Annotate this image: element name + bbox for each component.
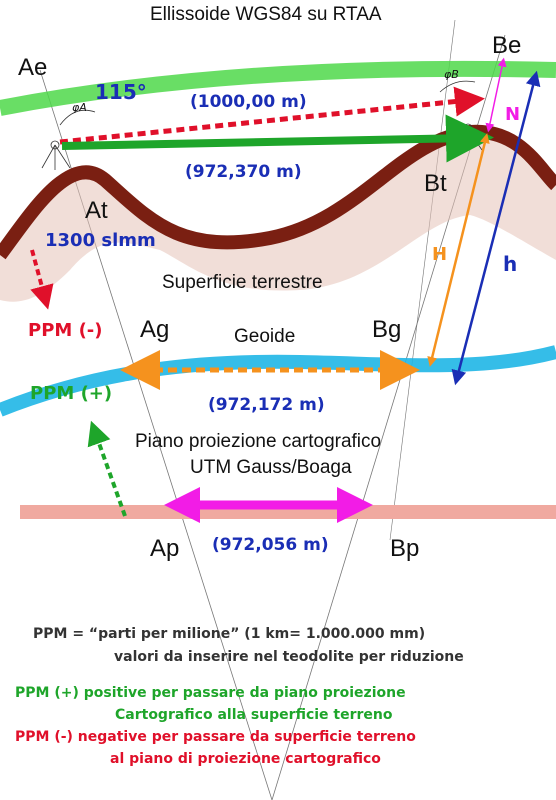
label-at: At <box>85 197 108 224</box>
guide-line-vertical <box>389 19 456 541</box>
label-bp: Bp <box>390 535 420 562</box>
plane-label-line2: UTM Gauss/Boaga <box>190 457 352 478</box>
ppm-plus-note-line1: PPM (+) positive per passare da piano pr… <box>15 685 406 701</box>
ppm-minus-note-line1: PPM (-) negative per passare da superfic… <box>15 729 416 745</box>
diagram-title: Ellissoide WGS84 su RTAA <box>150 4 382 25</box>
plane-label-line1: Piano proiezione cartografico <box>135 431 382 452</box>
tripod-icon <box>41 140 71 170</box>
label-bt: Bt <box>424 170 447 197</box>
plane-distance: (972,056 m) <box>212 535 329 555</box>
angle-label: 115° <box>95 80 147 104</box>
geoid-distance: (972,172 m) <box>208 395 325 415</box>
surface-label: Superficie terrestre <box>162 272 323 293</box>
ppm-plus-label: PPM (+) <box>30 383 113 404</box>
angle-arc-a <box>59 109 96 126</box>
ellipsoid-distance: (1000,00 m) <box>190 92 307 112</box>
ppm-minus-arrow <box>30 249 54 310</box>
ppm-minus-label: PPM (-) <box>28 320 103 341</box>
angle-arc-b <box>439 80 476 93</box>
ppm-plus-arrow <box>87 420 127 517</box>
label-ap: Ap <box>150 535 180 562</box>
label-h-orthometric: H <box>432 244 448 265</box>
ppm-plus-note-line2: Cartografico alla superficie terreno <box>115 707 393 723</box>
ellipsoid-band <box>0 60 556 116</box>
geoid-label: Geoide <box>234 326 296 347</box>
h-ellipsoidal-arrow <box>451 70 541 386</box>
phi-b-label: φB <box>444 68 459 81</box>
terrain-shade <box>0 131 556 302</box>
ellipsoid-distance-arrow <box>59 86 485 145</box>
terrain-distance-arrow <box>61 114 494 163</box>
ppm-definition-line1: PPM = “parti per milione” (1 km= 1.000.0… <box>33 626 426 642</box>
terrain-distance: (972,370 m) <box>185 162 302 182</box>
ppm-definition-line2: valori da inserire nel teodolite per rid… <box>114 649 464 665</box>
phi-a-label: φA <box>72 101 87 114</box>
label-h-ellipsoidal: h <box>503 252 518 276</box>
elevation-label: 1300 slmm <box>45 230 156 251</box>
label-n: N <box>505 104 521 125</box>
label-ag: Ag <box>140 316 170 343</box>
label-ae: Ae <box>18 54 48 81</box>
ppm-minus-note-line2: al piano di proiezione cartografico <box>110 751 381 767</box>
label-be: Be <box>492 32 522 59</box>
label-bg: Bg <box>372 316 402 343</box>
